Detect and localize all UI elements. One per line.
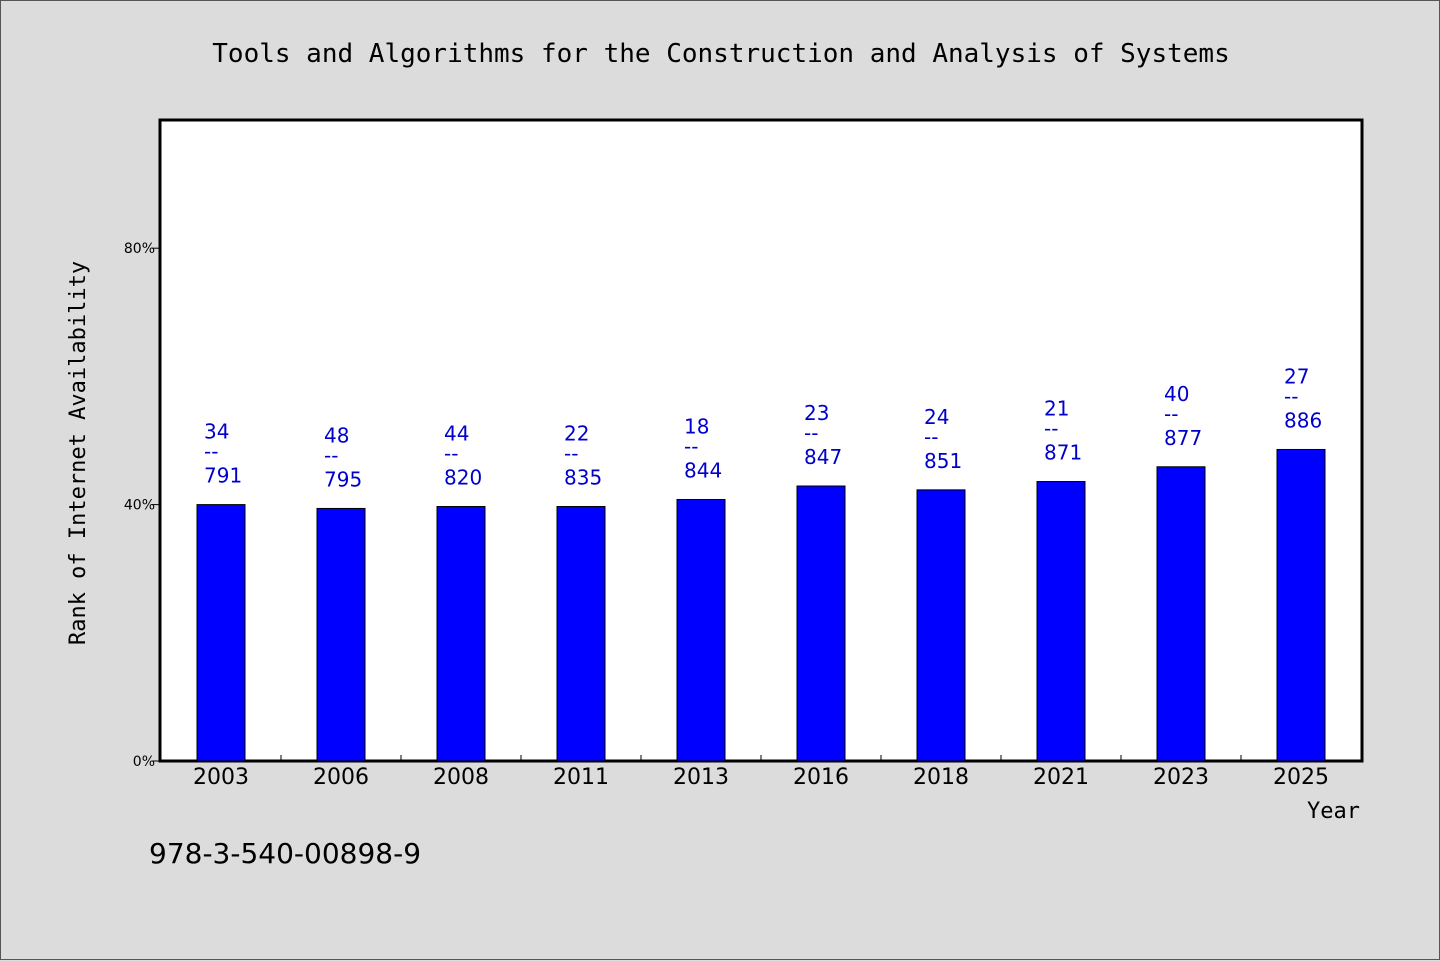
data-label-total: 820: [444, 466, 482, 490]
axis-ticks: [152, 247, 1242, 762]
data-label-total: 877: [1164, 426, 1202, 450]
bar-2023: [1156, 466, 1206, 762]
x-tick-labels: 2003 2006 2008 2011 2013 2016 2018 2021 2023 2025: [193, 765, 1329, 790]
data-label-total: 844: [684, 458, 722, 482]
x-tick-label: 2003: [193, 765, 249, 790]
data-label-separator: --: [804, 421, 818, 445]
isbn-label: 978-3-540-00898-9: [149, 837, 421, 870]
data-label-separator: --: [564, 442, 578, 466]
data-label-rank: 48: [324, 423, 349, 447]
data-label-total: 871: [1044, 441, 1082, 465]
y-tick-label: 40%: [124, 498, 155, 514]
x-tick-label: 2011: [553, 765, 609, 790]
x-tick-label: 2006: [313, 765, 369, 790]
data-label-total: 886: [1284, 408, 1322, 432]
data-label-separator: --: [1044, 417, 1058, 441]
data-label-rank: 21: [1044, 397, 1069, 421]
bar-2018: [916, 489, 966, 762]
data-label-total: 791: [204, 464, 242, 488]
y-tick-label: 80%: [124, 241, 155, 257]
data-label-rank: 40: [1164, 382, 1189, 406]
data-label-rank: 27: [1284, 364, 1309, 388]
chart-title: Tools and Algorithms for the Constructio…: [212, 39, 1229, 69]
data-label-rank: 24: [924, 405, 949, 429]
bar-2003: [196, 504, 246, 762]
data-label-separator: --: [684, 434, 698, 458]
x-tick-label: 2018: [913, 765, 969, 790]
y-tick-label: 0%: [133, 754, 155, 770]
data-label-rank: 44: [444, 422, 469, 446]
bar-2021: [1036, 481, 1086, 762]
data-label-separator: --: [1284, 384, 1298, 408]
data-label-separator: --: [204, 440, 218, 464]
bar-2013: [676, 498, 726, 762]
data-label-total: 795: [324, 467, 362, 491]
x-tick-label: 2025: [1273, 765, 1329, 790]
bar-2016: [796, 485, 846, 762]
x-tick-label: 2013: [673, 765, 729, 790]
x-axis-label: Year: [1307, 799, 1360, 824]
data-label-rank: 23: [804, 401, 829, 425]
x-tick-label: 2023: [1153, 765, 1209, 790]
data-label-total: 847: [804, 445, 842, 469]
data-label-rank: 34: [204, 420, 229, 444]
data-label-rank: 22: [564, 422, 589, 446]
bar-2006: [316, 507, 366, 762]
data-label-total: 851: [924, 449, 962, 473]
x-tick-label: 2008: [433, 765, 489, 790]
bar-2011: [556, 506, 606, 762]
data-labels-group: 34--79148--79544--82022--83518--84423--8…: [204, 364, 1322, 491]
data-label-separator: --: [1164, 402, 1178, 426]
bars-group: [196, 448, 1326, 762]
data-label-separator: --: [924, 425, 938, 449]
data-label-rank: 18: [684, 414, 709, 438]
data-label-separator: --: [324, 443, 338, 467]
y-tick-labels: 0% 40% 80%: [124, 241, 155, 770]
x-tick-label: 2021: [1033, 765, 1089, 790]
bar-2008: [436, 506, 486, 762]
data-label-separator: --: [444, 442, 458, 466]
y-axis-label: Rank of Internet Availability: [66, 261, 91, 645]
data-label-total: 835: [564, 466, 602, 490]
x-tick-label: 2016: [793, 765, 849, 790]
bar-2025: [1276, 448, 1326, 762]
